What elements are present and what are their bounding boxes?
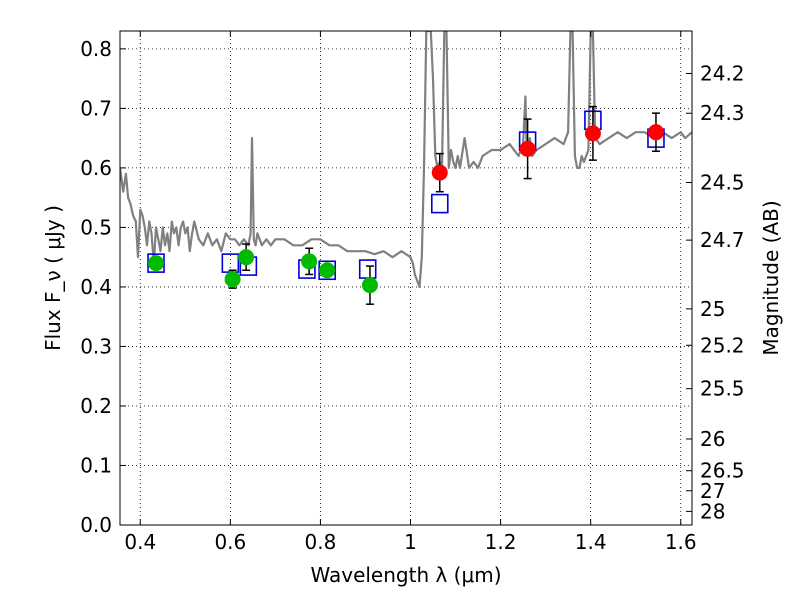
optical-data-point [148, 255, 165, 272]
nir-data-point [431, 164, 448, 181]
optical-data-point [361, 277, 378, 294]
x-tick-label: 1.4 [575, 530, 607, 554]
y-axis-label: Flux F_ν ( μJy ) [41, 205, 65, 351]
plot-frame [119, 30, 693, 526]
model-box [430, 193, 449, 214]
y2-axis-label: Magnitude (AB) [759, 200, 783, 355]
plot-area [120, 31, 692, 305]
x-tick-label: 0.4 [124, 530, 156, 554]
grid-lines [120, 31, 692, 526]
y-tick-label: 0.7 [80, 96, 112, 120]
nir-data-point [584, 125, 601, 142]
optical-data-point [301, 253, 318, 270]
optical-data-point [238, 249, 255, 266]
model-spectrum-line [120, 31, 692, 288]
y2-tick-label: 26.5 [700, 459, 745, 483]
y-tick-label: 0.4 [80, 275, 112, 299]
y2-tick-label: 25.2 [700, 333, 745, 357]
x-tick-label: 1.2 [485, 530, 517, 554]
axis-ticks: 0.4 0.6 0.8 1 1.2 1.4 1.6 0.0 0.1 0.2 0.3 0.4 0.5 0.6… [80, 31, 745, 554]
y-tick-label: 0.0 [80, 513, 112, 537]
nir-data-point [519, 140, 536, 157]
x-tick-label: 0.6 [214, 530, 246, 554]
x-tick-label: 0.8 [305, 530, 337, 554]
y2-tick-label: 28 [700, 499, 725, 523]
y-tick-label: 0.3 [80, 334, 112, 358]
optical-data-point [224, 271, 241, 288]
y2-tick-label: 24.5 [700, 171, 745, 195]
y-tick-label: 0.5 [80, 215, 112, 239]
y-tick-label: 0.1 [80, 453, 112, 477]
x-axis-label: Wavelength λ (μm) [310, 563, 501, 587]
y2-tick-label: 26 [700, 427, 725, 451]
y2-tick-label: 24.2 [700, 62, 745, 86]
y2-tick-label: 25 [700, 297, 725, 321]
y2-tick-label: 24.3 [700, 101, 745, 125]
x-tick-label: 1 [404, 530, 417, 554]
model-box [358, 259, 377, 279]
y2-tick-label: 27 [700, 479, 725, 503]
y-tick-label: 0.2 [80, 394, 112, 418]
nir-data-point [647, 124, 664, 141]
x-tick-label: 1.6 [665, 530, 697, 554]
y-tick-label: 0.8 [80, 37, 112, 61]
y2-tick-label: 24.7 [700, 228, 745, 252]
y2-tick-label: 25.5 [700, 377, 745, 401]
y-tick-label: 0.6 [80, 156, 112, 180]
optical-data-point [319, 262, 336, 279]
